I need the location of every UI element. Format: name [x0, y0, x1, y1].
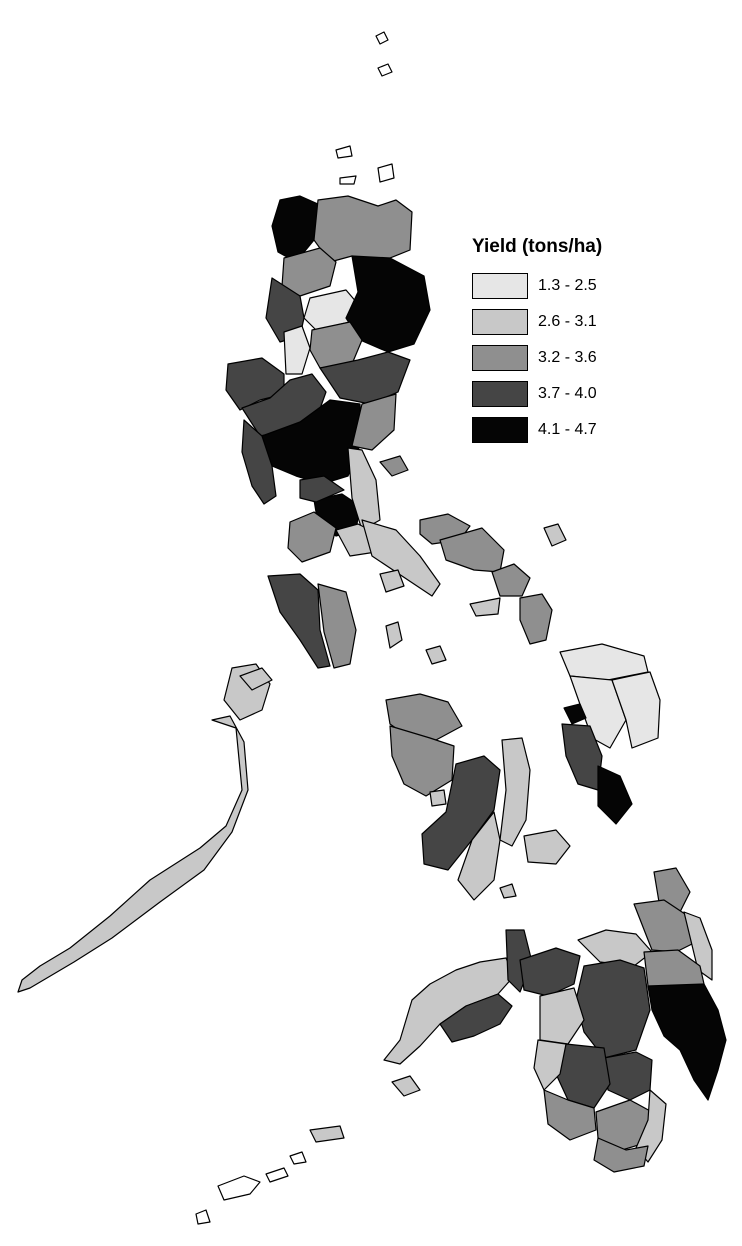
legend-label: 3.2 - 3.6	[538, 349, 597, 366]
region-davao-sur	[635, 1089, 667, 1163]
legend-item: 1.3 - 2.5	[472, 268, 672, 304]
region-davao-norte	[603, 1051, 653, 1101]
region-southern-leyte	[597, 765, 633, 825]
region-catanduanes	[543, 523, 567, 547]
region-eastern-samar	[611, 671, 661, 749]
region-palawan-main	[17, 715, 249, 993]
map-legend: Yield (tons/ha) 1.3 - 2.5 2.6 - 3.1 3.2 …	[472, 236, 672, 448]
region-sorsogon	[519, 593, 553, 645]
legend-label: 4.1 - 4.7	[538, 421, 597, 438]
legend-item: 3.7 - 4.0	[472, 376, 672, 412]
region-sulu-islets-2	[195, 1209, 211, 1225]
legend-swatch	[472, 309, 528, 335]
region-ilocos-norte	[271, 195, 319, 263]
legend-swatch	[472, 345, 528, 371]
region-davao-oriental	[647, 983, 727, 1101]
region-panay-south	[389, 725, 455, 797]
region-zambales	[241, 419, 277, 505]
region-sibuyan	[425, 645, 447, 665]
region-surigao-sur	[683, 911, 713, 981]
region-albay	[491, 563, 531, 597]
region-calamian	[239, 667, 273, 691]
region-benguet	[283, 325, 311, 375]
region-batanes-2	[377, 63, 393, 77]
region-panay-north	[385, 693, 463, 741]
region-bulacan	[299, 475, 345, 503]
legend-label: 2.6 - 3.1	[538, 313, 597, 330]
legend-title: Yield (tons/ha)	[472, 236, 603, 257]
region-cagayan-north	[313, 195, 413, 263]
region-babuyan	[335, 145, 353, 159]
region-biliran	[563, 703, 587, 725]
legend-item: 2.6 - 3.1	[472, 304, 672, 340]
region-bukidnon	[575, 959, 651, 1059]
region-maguindanao	[533, 1039, 567, 1091]
legend-swatch	[472, 381, 528, 407]
region-bataan	[287, 511, 337, 563]
legend-item: 4.1 - 4.7	[472, 412, 672, 448]
legend-item: 3.2 - 3.6	[472, 340, 672, 376]
region-bohol	[523, 829, 571, 865]
region-polillo	[379, 455, 409, 477]
region-basilan	[391, 1075, 421, 1097]
region-negros-or	[457, 811, 501, 901]
region-tawi-tawi	[217, 1175, 261, 1201]
region-aurora	[351, 393, 397, 451]
region-babuyan-2	[377, 163, 395, 183]
region-sulu-islets	[289, 1151, 307, 1165]
region-lanao-norte	[519, 947, 581, 997]
region-quezon-south	[361, 519, 441, 597]
region-lanao-sur	[539, 987, 585, 1045]
region-babuyan-3	[339, 175, 357, 185]
region-batanes	[375, 31, 389, 45]
region-guimaras	[429, 789, 447, 807]
region-marinduque	[379, 569, 405, 593]
region-occ-mindoro	[267, 573, 331, 669]
region-romblon	[385, 621, 403, 649]
region-nueva-vizcaya	[319, 351, 411, 405]
region-zamboanga-norte	[439, 993, 513, 1043]
legend-swatch	[472, 417, 528, 443]
region-isabela	[345, 255, 431, 353]
region-sarangani	[593, 1137, 649, 1173]
region-cebu	[499, 737, 531, 847]
legend-swatch	[472, 273, 528, 299]
region-siquijor	[499, 883, 517, 899]
region-or-mindoro	[317, 583, 357, 669]
region-quezon-north	[347, 447, 381, 531]
region-sultan-kudarat	[543, 1089, 597, 1141]
legend-label: 1.3 - 2.5	[538, 277, 597, 294]
region-tawi-tawi-2	[265, 1167, 289, 1183]
region-sulu	[309, 1125, 345, 1143]
region-negros-occ	[421, 755, 501, 871]
legend-label: 3.7 - 4.0	[538, 385, 597, 402]
region-masbate	[469, 597, 501, 617]
